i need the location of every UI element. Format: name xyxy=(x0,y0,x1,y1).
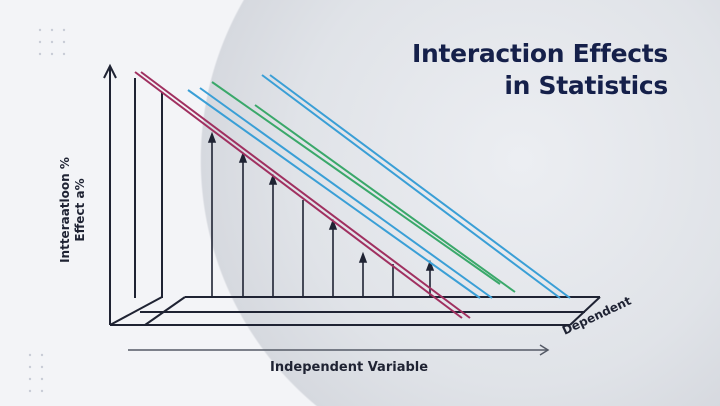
green-line-1 xyxy=(211,81,501,285)
blue-line-4 xyxy=(269,74,571,299)
effect-arrows xyxy=(207,131,435,297)
dot-grid-top xyxy=(38,28,66,56)
blue-line-2 xyxy=(199,87,493,299)
green-line-2 xyxy=(254,104,516,293)
magenta-line-2 xyxy=(140,71,471,319)
x-axis-arrow xyxy=(128,344,550,356)
title-line-1: Interaction Effects xyxy=(412,39,668,68)
y-axis-label: Intteraatloon % Effect a% xyxy=(58,157,87,263)
series-lines xyxy=(134,71,571,319)
blue-line-3 xyxy=(261,74,561,299)
dot-grid-bottom xyxy=(28,353,44,393)
magenta-line-1 xyxy=(134,71,463,319)
blue-line-1 xyxy=(187,89,481,299)
title-line-2: in Statistics xyxy=(504,71,668,100)
x-axis-label: Independent Variable xyxy=(270,360,429,375)
page-title: Interaction Effects in Statistics xyxy=(412,38,668,102)
